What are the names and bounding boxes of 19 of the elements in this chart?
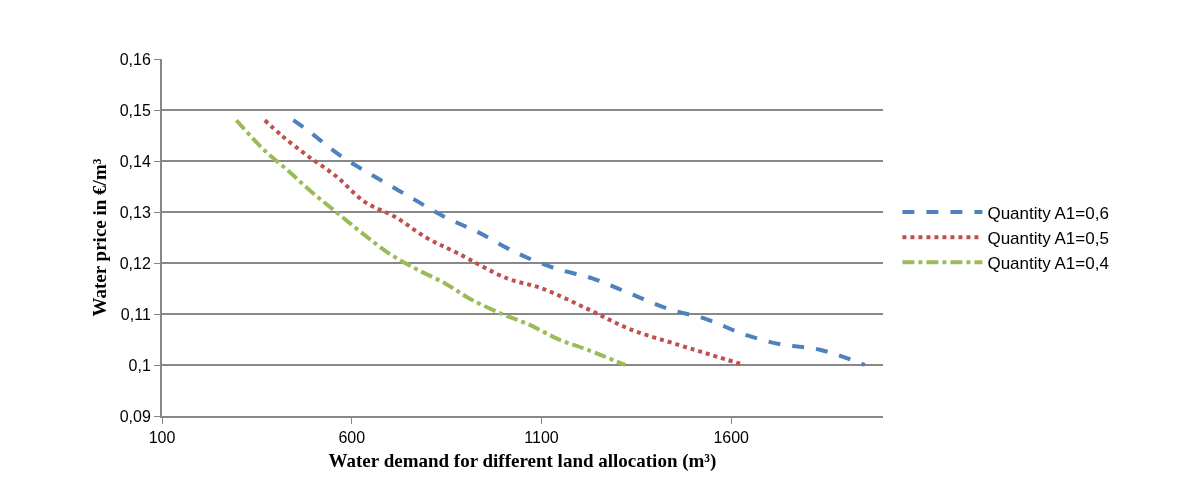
y-tick-label: 0,16: [119, 50, 151, 68]
legend-label: Quantity A1=0,5: [987, 228, 1109, 248]
y-tick-label: 0,14: [119, 152, 151, 170]
x-tick-label: 600: [338, 429, 366, 447]
x-tick-label: 1600: [713, 429, 750, 447]
y-tick-label: 0,11: [120, 305, 151, 323]
y-tick-label: 0,15: [119, 101, 151, 119]
y-tick-label: 0,12: [119, 254, 151, 272]
x-tick-label: 1100: [524, 429, 559, 447]
y-tick-label: 0,13: [119, 203, 151, 221]
y-axis-title: Water price in €/m³: [89, 158, 111, 317]
line-series: [291, 118, 867, 367]
line-series: [234, 118, 628, 367]
legend-label: Quantity A1=0,4: [987, 253, 1109, 273]
y-tick-label: 0,1: [128, 356, 151, 374]
y-tick-label: 0,09: [119, 407, 151, 425]
x-axis-title: Water demand for different land allocation (m³): [328, 449, 717, 472]
legend-label: Quantity A1=0,6: [987, 203, 1109, 223]
x-tick-label: 100: [148, 429, 176, 447]
